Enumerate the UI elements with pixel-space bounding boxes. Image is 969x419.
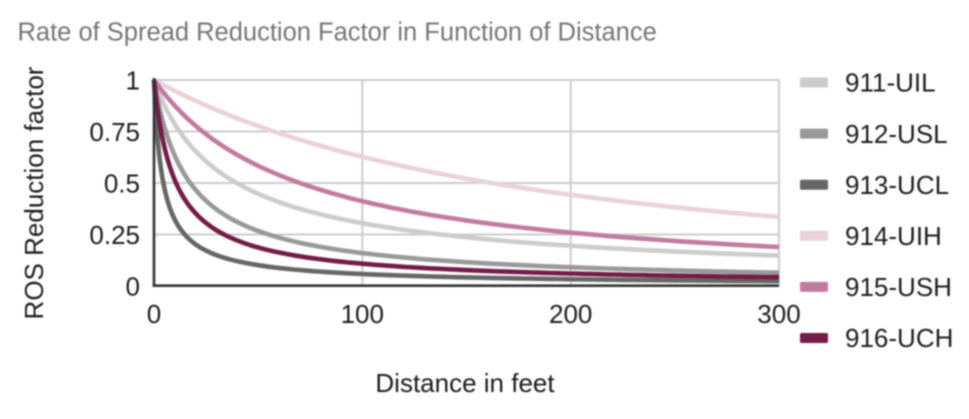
- svg-text:915-USH: 915-USH: [845, 272, 952, 302]
- svg-text:1: 1: [126, 65, 140, 95]
- svg-text:916-UCH: 916-UCH: [845, 323, 953, 353]
- svg-text:200: 200: [549, 299, 592, 329]
- svg-text:300: 300: [757, 299, 800, 329]
- svg-text:914-UIH: 914-UIH: [845, 221, 942, 251]
- svg-text:ROS Reduction factor: ROS Reduction factor: [19, 66, 49, 319]
- svg-text:911-UIL: 911-UIL: [845, 68, 936, 98]
- svg-text:912-USL: 912-USL: [845, 119, 948, 149]
- svg-text:0.25: 0.25: [89, 220, 140, 250]
- svg-text:100: 100: [341, 299, 384, 329]
- svg-text:913-UCL: 913-UCL: [845, 170, 949, 200]
- svg-text:Distance in feet: Distance in feet: [375, 368, 555, 398]
- svg-text:0.5: 0.5: [104, 168, 140, 198]
- svg-text:0.75: 0.75: [89, 117, 140, 147]
- svg-text:0: 0: [126, 271, 140, 301]
- svg-text:Rate of Spread Reduction Facto: Rate of Spread Reduction Factor in Funct…: [18, 19, 657, 47]
- svg-text:0: 0: [147, 299, 161, 329]
